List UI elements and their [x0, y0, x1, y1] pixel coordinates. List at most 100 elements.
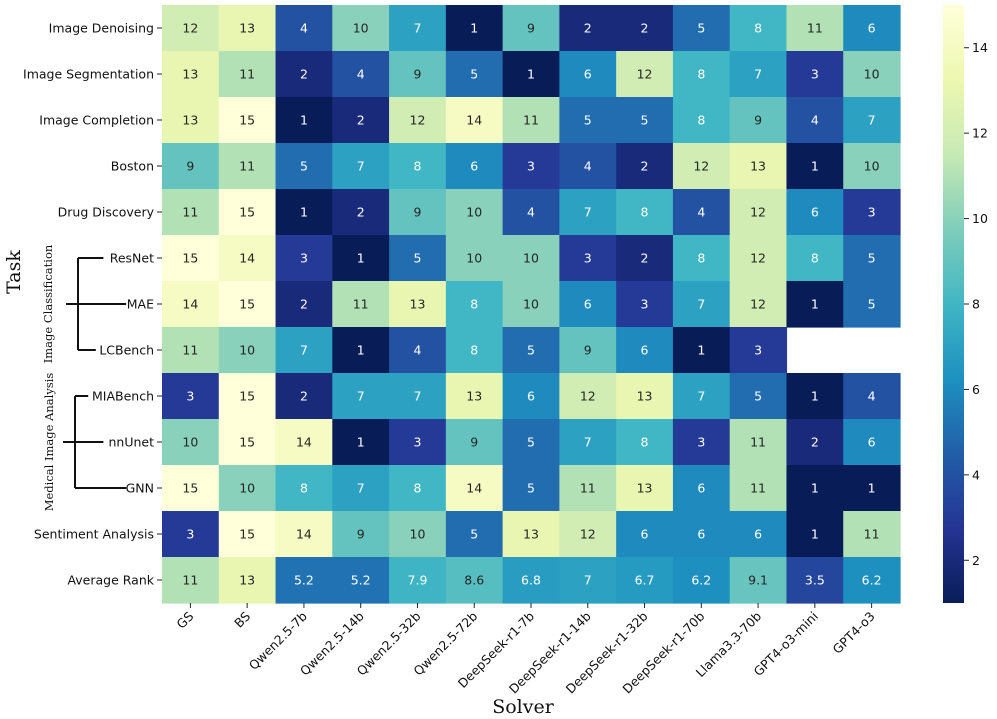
y-tick-label: Image Completion — [39, 113, 154, 128]
cell-value-label: 1 — [811, 389, 819, 404]
heatmap-cell — [275, 281, 333, 328]
heatmap-cell — [502, 465, 560, 512]
colorbar-tick-label: 6 — [972, 382, 980, 397]
y-tick-label: MIABench — [92, 389, 154, 404]
heatmap-cell — [275, 189, 333, 236]
cell-value-label: 3 — [527, 159, 535, 174]
heatmap-cell — [502, 51, 560, 98]
colorbar-tick-label: 4 — [972, 467, 980, 482]
colorbar: 2 4 6 8 10 12 14 — [943, 5, 988, 603]
cell-value-label: 11 — [864, 527, 880, 542]
cell-value-label: 5.2 — [351, 573, 371, 588]
cell-value-label: 1 — [300, 113, 308, 128]
heatmap-cell — [445, 557, 504, 604]
cell-value-label: 12 — [580, 527, 596, 542]
cell-value-label: 11 — [353, 297, 369, 312]
cell-value-label: 6.8 — [521, 573, 541, 588]
cell-value-label: 14 — [296, 527, 312, 542]
cell-value-label: 6 — [697, 481, 705, 496]
heatmap-cell — [445, 189, 504, 236]
cell-value-label: 15 — [239, 527, 255, 542]
heatmap-cell — [672, 373, 731, 420]
heatmap-cell — [502, 235, 560, 282]
heatmap-cell — [445, 327, 504, 374]
heatmap-cell — [559, 281, 617, 328]
heatmap-cell — [332, 189, 390, 236]
cell-value-label: 10 — [410, 527, 426, 542]
heatmap-cell — [389, 281, 447, 328]
cell-value-label: 3 — [697, 435, 705, 450]
heatmap-cell — [786, 51, 844, 98]
y-tick-label: Boston — [111, 159, 154, 174]
cell-value-label: 4 — [300, 21, 308, 36]
cell-value-label: 4 — [697, 205, 705, 220]
cell-value-label: 6 — [697, 527, 705, 542]
cell-value-label: 8 — [641, 205, 649, 220]
heatmap-cell — [332, 465, 390, 512]
heatmap-cell — [332, 51, 390, 98]
heatmap-cell — [729, 511, 788, 558]
cell-value-label: 6 — [584, 67, 592, 82]
heatmap-cell — [616, 5, 674, 52]
heatmap-cell — [162, 327, 220, 374]
cell-value-label: 9.1 — [748, 573, 768, 588]
cell-value-label: 11 — [239, 159, 255, 174]
heatmap-cell — [786, 189, 844, 236]
heatmap-cell — [162, 5, 220, 52]
cell-value-label: 7 — [413, 389, 421, 404]
heatmap-cell — [445, 97, 504, 144]
cell-value-label: 9 — [754, 113, 762, 128]
colorbar-tick-label: 10 — [972, 211, 988, 226]
heatmap-cell — [502, 189, 560, 236]
heatmap-cell — [218, 143, 277, 190]
cell-value-label: 7 — [413, 21, 421, 36]
cell-value-label: 14 — [182, 297, 198, 312]
heatmap-cell — [672, 51, 731, 98]
cell-value-label: 9 — [584, 343, 592, 358]
cell-value-label: 3 — [300, 251, 308, 266]
heatmap-cell — [729, 419, 788, 466]
heatmap-cell — [616, 373, 674, 420]
heatmap-cell — [559, 465, 617, 512]
heatmap-cell — [332, 97, 390, 144]
cell-value-label: 8 — [470, 343, 478, 358]
cell-value-label: 9 — [186, 159, 194, 174]
heatmap-cell — [332, 419, 390, 466]
heatmap-cell — [162, 51, 220, 98]
cell-value-label: 12 — [580, 389, 596, 404]
heatmap-cell — [502, 5, 560, 52]
cell-value-label: 10 — [182, 435, 198, 450]
heatmap-cell — [729, 327, 788, 374]
y-tick-label: Sentiment Analysis — [34, 527, 154, 542]
heatmap-cell — [218, 373, 277, 420]
heatmap-cell — [843, 97, 901, 144]
heatmap-cell — [162, 281, 220, 328]
cell-value-label: 15 — [239, 435, 255, 450]
cell-value-label: 10 — [239, 481, 255, 496]
cell-value-label: 7 — [697, 297, 705, 312]
cell-value-label: 8 — [697, 67, 705, 82]
cell-value-label: 13 — [637, 481, 653, 496]
heatmap-cell — [445, 281, 504, 328]
cell-value-label: 5 — [527, 343, 535, 358]
y-tick-label: Average Rank — [67, 573, 154, 588]
heatmap-cell — [502, 373, 560, 420]
cell-value-label: 10 — [864, 159, 880, 174]
heatmap-cell — [445, 235, 504, 282]
heatmap-cell — [218, 235, 277, 282]
heatmap-cell — [786, 235, 844, 282]
cell-value-label: 12 — [182, 21, 198, 36]
cell-value-label: 5 — [413, 251, 421, 266]
cell-value-label: 6 — [527, 389, 535, 404]
heatmap-cell — [672, 419, 731, 466]
cell-value-label: 6 — [584, 297, 592, 312]
y-tick-label: nnUnet — [108, 435, 154, 450]
cell-value-label: 12 — [750, 205, 766, 220]
cell-value-label: 1 — [811, 527, 819, 542]
heatmap-cell — [502, 143, 560, 190]
heatmap-cell — [729, 281, 788, 328]
heatmap-cell — [616, 189, 674, 236]
heatmap-cell — [332, 281, 390, 328]
cell-value-label: 2 — [357, 113, 365, 128]
heatmap-cell — [332, 557, 390, 604]
